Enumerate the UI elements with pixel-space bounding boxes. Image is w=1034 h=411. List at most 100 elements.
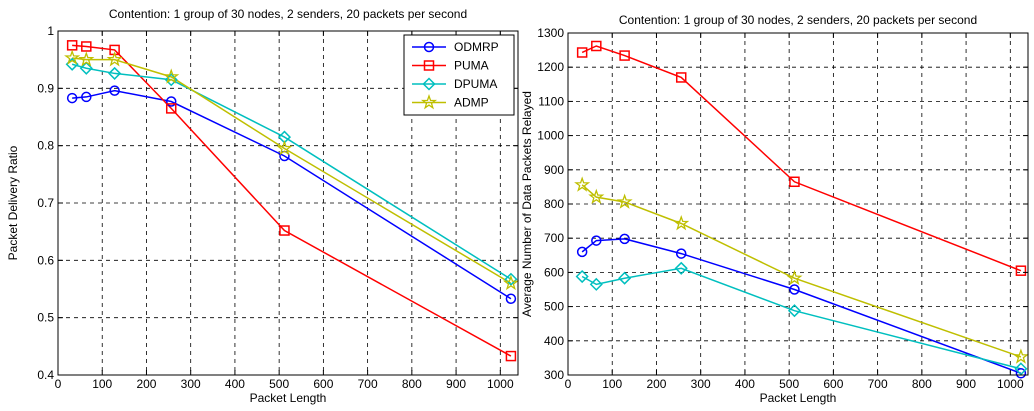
x-axis-label: Packet Length	[760, 391, 837, 405]
data-point-odmrp	[81, 91, 92, 103]
series-markers-admp	[574, 176, 1029, 364]
data-point-dpuma	[575, 269, 589, 284]
chart-title: Contention: 1 group of 30 nodes, 2 sende…	[619, 13, 977, 27]
series-line-puma	[72, 44, 512, 357]
y-tick-label: 1300	[537, 26, 564, 40]
y-tick-label: 600	[544, 265, 564, 279]
data-point-admp	[616, 193, 633, 209]
data-point-dpuma	[787, 304, 802, 318]
x-tick-label: 200	[646, 377, 666, 391]
legend-marker-dpuma	[422, 77, 436, 91]
y-tick-label: 0.4	[37, 368, 54, 382]
series-markers-admp	[64, 49, 519, 291]
y-tick-label: 0.5	[37, 311, 54, 325]
legend-label-dpuma: DPUMA	[454, 77, 497, 91]
y-tick-label: 900	[544, 163, 564, 177]
x-tick-label: 800	[402, 377, 422, 391]
data-point-puma	[81, 41, 92, 52]
y-tick-label: 0.9	[37, 81, 54, 95]
data-point-admp	[786, 269, 803, 286]
data-point-odmrp	[675, 248, 687, 259]
y-tick-label: 500	[544, 300, 564, 314]
x-tick-label: 0	[565, 377, 572, 391]
data-point-odmrp	[619, 233, 630, 245]
y-axis-label: Average Number of Data Packets Relayed	[520, 91, 534, 317]
series-line-puma	[581, 45, 1022, 272]
delivery-ratio-chart: 0 100 200 300 400 500 600 700 800 900 1000 0.4 0.5 0.…	[6, 7, 519, 405]
data-point-dpuma	[164, 73, 178, 87]
x-axis-label: Packet Length	[250, 391, 327, 405]
series-markers-dpuma	[575, 261, 1028, 376]
packets-relayed-chart: 0 100 200 300 400 500 600 700 800 900 1000 300 400 50…	[520, 13, 1029, 405]
y-tick-label: 400	[544, 334, 564, 348]
y-tick-label: 1200	[537, 60, 564, 74]
y-tick-label: 1000	[537, 129, 564, 143]
data-point-admp	[1012, 348, 1029, 364]
plot-area	[568, 33, 1028, 375]
data-point-puma	[591, 40, 602, 52]
data-point-puma	[619, 50, 630, 61]
series-markers-odmrp	[66, 85, 517, 304]
series-line-admp	[72, 57, 512, 284]
data-point-dpuma	[1014, 362, 1028, 376]
data-point-puma	[789, 176, 800, 188]
x-tick-label: 100	[602, 377, 622, 391]
y-tick-label: 0.7	[37, 196, 54, 210]
x-tick-label: 500	[779, 377, 799, 391]
data-point-dpuma	[79, 61, 93, 75]
y-tick-label: 1	[47, 24, 54, 38]
legend-marker-odmrp	[423, 41, 435, 53]
legend-label-odmrp: ODMRP	[454, 40, 499, 54]
x-tick-label: 500	[269, 377, 289, 391]
y-tick-label: 1100	[538, 94, 564, 108]
data-point-dpuma	[618, 271, 632, 285]
data-point-admp	[502, 274, 519, 291]
series-markers-puma	[576, 40, 1027, 276]
y-tick-label: 800	[544, 197, 564, 211]
data-point-admp	[163, 68, 180, 84]
data-point-admp	[588, 188, 605, 205]
legend-marker-puma	[423, 60, 435, 71]
y-tick-label: 300	[544, 368, 564, 382]
series-line-odmrp	[72, 89, 512, 300]
y-tick-label: 0.8	[37, 139, 54, 153]
x-tick-label: 1000	[487, 377, 514, 391]
data-point-dpuma	[108, 66, 122, 80]
x-tick-label: 400	[225, 377, 245, 391]
y-axis-label: Packet Delivery Ratio	[6, 145, 20, 260]
data-point-admp	[64, 49, 81, 65]
x-tick-label: 900	[956, 377, 976, 391]
data-point-admp	[276, 140, 293, 156]
x-tick-label: 200	[136, 377, 156, 391]
x-tick-label: 900	[446, 377, 466, 391]
data-point-odmrp	[1015, 368, 1027, 379]
series-line-dpuma	[71, 63, 512, 280]
legend-marker-admp	[420, 94, 438, 110]
x-tick-label: 300	[691, 377, 711, 391]
data-point-odmrp	[66, 92, 78, 104]
x-tick-label: 800	[912, 377, 932, 391]
data-point-odmrp	[591, 235, 602, 246]
data-point-puma	[279, 225, 290, 236]
data-point-puma	[576, 47, 588, 58]
data-point-dpuma	[674, 261, 688, 275]
series-markers-odmrp	[576, 233, 1027, 379]
series-line-dpuma	[581, 267, 1022, 370]
y-tick-label: 700	[544, 231, 564, 245]
x-tick-label: 300	[181, 377, 201, 391]
x-tick-label: 0	[55, 377, 62, 391]
data-point-odmrp	[576, 246, 588, 258]
data-point-admp	[78, 51, 95, 67]
x-tick-label: 400	[735, 377, 755, 391]
data-point-odmrp	[165, 96, 177, 107]
x-tick-label: 100	[92, 377, 112, 391]
data-point-puma	[675, 72, 687, 83]
data-point-puma	[505, 350, 517, 362]
series-line-odmrp	[581, 238, 1022, 374]
x-tick-label: 1000	[997, 377, 1024, 391]
data-point-odmrp	[505, 293, 517, 304]
y-tick-label: 0.6	[37, 253, 54, 267]
x-tick-label: 700	[358, 377, 378, 391]
legend-label-admp: ADMP	[454, 96, 489, 110]
data-point-odmrp	[109, 85, 120, 96]
